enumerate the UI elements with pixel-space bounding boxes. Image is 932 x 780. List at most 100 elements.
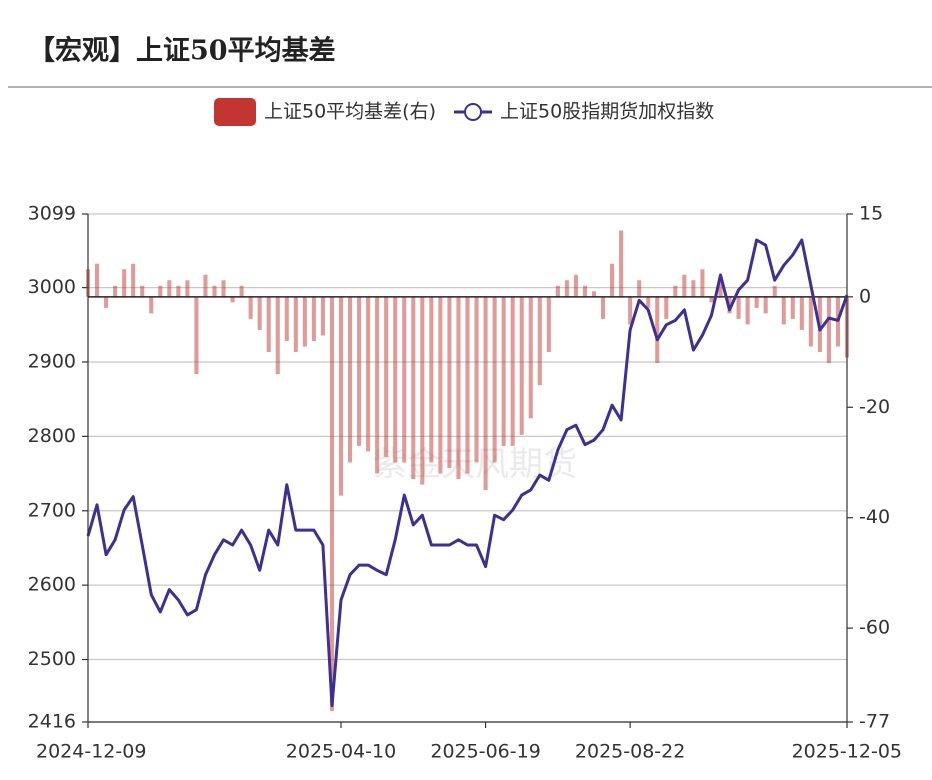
bar	[257, 296, 262, 330]
bar	[203, 274, 208, 297]
y2-tick-label: -20	[859, 396, 890, 418]
bar	[185, 280, 190, 297]
y-tick-label: 2600	[28, 574, 76, 596]
bar	[519, 296, 524, 435]
bar	[700, 269, 705, 297]
bar	[393, 296, 398, 463]
bar	[673, 285, 678, 297]
y-tick-label: 2800	[28, 425, 76, 447]
bar	[772, 285, 777, 297]
bar	[122, 269, 127, 297]
bar	[610, 263, 615, 297]
bar	[266, 296, 271, 353]
bar	[664, 296, 669, 319]
bar	[176, 285, 181, 297]
bar	[736, 296, 741, 319]
bar	[709, 296, 714, 303]
legend-label: 上证50平均基差(右)	[264, 101, 436, 123]
bar	[131, 263, 136, 297]
bar	[510, 296, 515, 446]
bar	[338, 296, 344, 496]
bar	[790, 296, 795, 319]
bar	[781, 296, 786, 325]
bar	[438, 296, 443, 474]
bar	[555, 285, 560, 297]
line	[86, 238, 849, 708]
bar	[221, 280, 226, 297]
bar	[646, 296, 651, 308]
bar	[411, 296, 416, 480]
bar	[808, 296, 813, 347]
bar	[718, 280, 723, 297]
bar	[194, 296, 199, 375]
bar	[329, 296, 334, 711]
bar	[754, 296, 759, 308]
x-tick-label: 2025-06-19	[430, 741, 540, 763]
bar	[763, 296, 768, 314]
bar	[682, 274, 687, 297]
x-tick-label: 2024-12-09	[36, 741, 146, 763]
bar	[104, 296, 109, 308]
bar	[348, 296, 353, 463]
x-tick-label: 2025-12-05	[792, 741, 902, 763]
bar	[483, 296, 488, 491]
bar	[799, 296, 804, 330]
bar	[456, 296, 461, 480]
legend-swatch	[464, 103, 483, 121]
bar	[275, 296, 280, 375]
bar	[158, 285, 163, 297]
bar	[582, 285, 587, 297]
bar	[537, 296, 542, 386]
legend-swatch	[214, 98, 256, 126]
bar	[311, 296, 316, 341]
bar	[826, 296, 831, 364]
chart-title: 【宏观】上证50平均基差	[28, 35, 336, 67]
bar	[655, 296, 660, 364]
bar	[113, 285, 118, 297]
bar	[628, 296, 633, 325]
bar	[140, 285, 145, 297]
legend-label: 上证50股指期货加权指数	[500, 101, 714, 123]
bar	[546, 296, 551, 353]
bar	[384, 296, 389, 457]
bar	[528, 296, 533, 419]
y-tick-label: 2500	[28, 648, 76, 670]
bar	[212, 285, 217, 297]
y-tick-label: 3099	[28, 203, 76, 225]
y2-tick-label: 15	[859, 203, 883, 225]
bar	[465, 296, 470, 474]
bar	[293, 296, 298, 353]
y2-tick-label: -40	[859, 506, 890, 528]
bar	[239, 285, 244, 297]
bar	[230, 296, 235, 303]
bar	[447, 296, 452, 468]
bar	[637, 280, 642, 297]
x-tick-label: 2025-04-10	[286, 741, 396, 763]
y-tick-label: 3000	[28, 276, 76, 298]
y-tick-label: 2700	[28, 499, 76, 521]
y2-tick-label: -77	[859, 711, 890, 733]
y2-tick-label: 0	[859, 285, 871, 307]
bar	[366, 296, 371, 452]
bar	[501, 296, 506, 446]
bar	[492, 296, 497, 463]
bar	[167, 280, 172, 297]
bar	[302, 296, 307, 347]
bar	[95, 263, 100, 297]
bar	[474, 296, 479, 463]
bar	[149, 296, 154, 314]
bar	[591, 291, 597, 297]
bar	[248, 296, 253, 319]
bar	[619, 230, 624, 297]
bar	[745, 296, 750, 325]
bar	[375, 296, 380, 474]
bar	[284, 296, 289, 341]
bar	[564, 280, 569, 297]
bar	[573, 274, 578, 297]
bar	[691, 280, 696, 297]
y-tick-label: 2416	[28, 711, 76, 733]
y-tick-label: 2900	[28, 351, 76, 373]
bar	[402, 296, 407, 463]
